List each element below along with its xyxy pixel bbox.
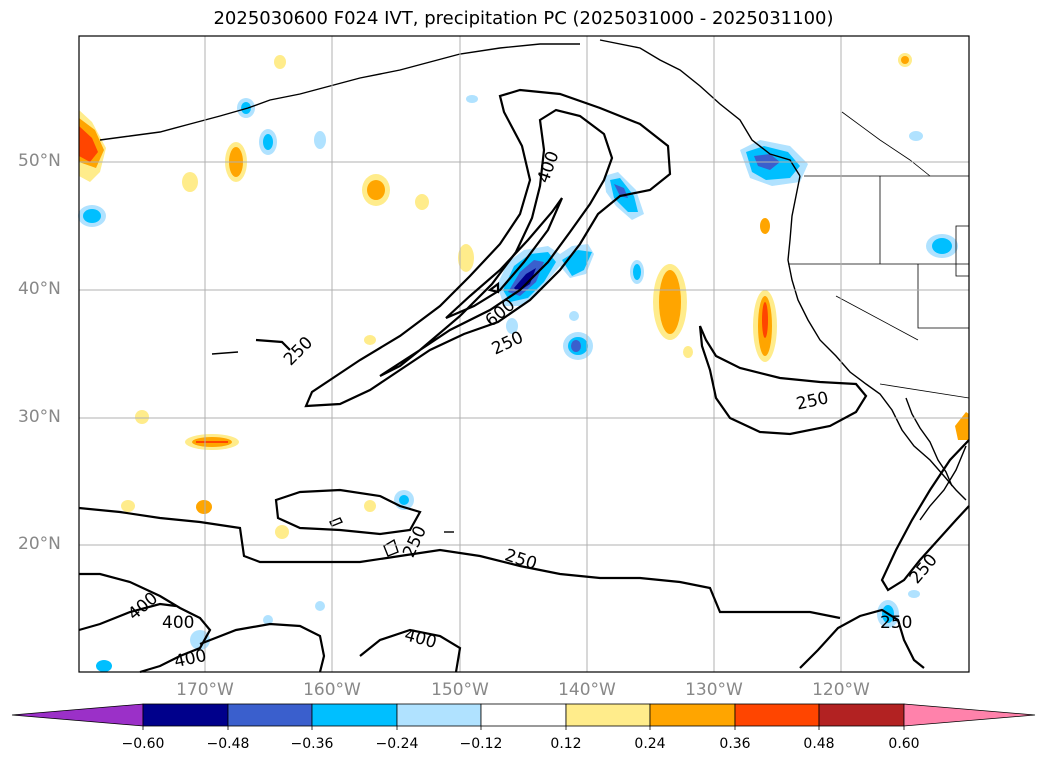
lat-label: 40°N xyxy=(18,279,61,299)
colorbar-tick: 0.48 xyxy=(803,736,835,752)
colorbar-tick: −0.24 xyxy=(375,736,419,752)
lat-label: 50°N xyxy=(18,151,61,171)
ivt-contours xyxy=(78,88,970,674)
colorbar-tick: 0.12 xyxy=(550,736,582,752)
colorbar-segment xyxy=(734,703,820,727)
colorbar-segment xyxy=(565,703,651,727)
coastlines xyxy=(99,39,967,557)
colorbar-tick: 0.36 xyxy=(719,736,751,752)
lon-label: 120°W xyxy=(812,680,870,700)
lat-label: 30°N xyxy=(18,407,61,427)
colorbar-segment xyxy=(649,703,736,727)
colorbar-segment xyxy=(227,703,313,727)
colorbar-segment xyxy=(480,703,567,727)
lon-label: 160°W xyxy=(303,680,361,700)
colorbar-tick: 0.60 xyxy=(888,736,920,752)
map-frame xyxy=(78,35,970,673)
colorbar-tick: −0.36 xyxy=(290,736,334,752)
colorbar-segment xyxy=(818,703,905,727)
colorbar-tick: −0.12 xyxy=(459,736,503,752)
colorbar-segment xyxy=(311,703,398,727)
colorbar-segment xyxy=(903,703,1036,727)
colorbar xyxy=(11,703,1036,730)
colorbar-segment xyxy=(396,703,482,727)
lon-label: 130°W xyxy=(685,680,743,700)
lon-label: 140°W xyxy=(558,680,616,700)
colorbar-tick: 0.24 xyxy=(634,736,666,752)
state-borders xyxy=(788,111,970,399)
lat-label: 20°N xyxy=(18,534,61,554)
map-title: 2025030600 F024 IVT, precipitation PC (2… xyxy=(213,8,834,29)
contour-label: 400 xyxy=(162,613,194,633)
colorbar-tick: −0.48 xyxy=(206,736,250,752)
colorbar-tick: −0.60 xyxy=(121,736,165,752)
colorbar-segment xyxy=(11,703,144,727)
colorbar-segment xyxy=(142,703,229,727)
gridlines xyxy=(79,36,969,672)
lon-label: 150°W xyxy=(431,680,489,700)
contour-label: 250 xyxy=(880,613,912,633)
lon-label: 170°W xyxy=(176,680,234,700)
